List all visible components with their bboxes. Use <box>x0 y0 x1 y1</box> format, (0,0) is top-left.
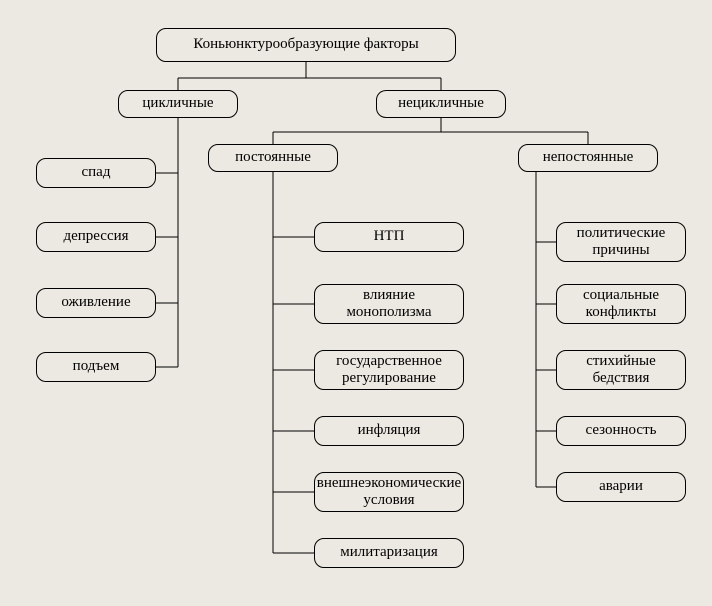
node-cyclic: цикличные <box>118 90 238 118</box>
node-ntp: НТП <box>314 222 464 252</box>
node-polit: политические причины <box>556 222 686 262</box>
node-ozhiv: оживление <box>36 288 156 318</box>
node-podem: подъем <box>36 352 156 382</box>
node-vnesh: внешнеэкономические условия <box>314 472 464 512</box>
node-milit: милитаризация <box>314 538 464 568</box>
node-noncyclic: нецикличные <box>376 90 506 118</box>
node-depr: депрессия <box>36 222 156 252</box>
node-root: Коньюнктурообразующие факторы <box>156 28 456 62</box>
node-nonperm: непостоянные <box>518 144 658 172</box>
node-gosreg: государственное регулирование <box>314 350 464 390</box>
node-sezon: сезонность <box>556 416 686 446</box>
node-monop: влияние монополизма <box>314 284 464 324</box>
node-soc: социальные конфликты <box>556 284 686 324</box>
node-perm: постоянные <box>208 144 338 172</box>
node-spad: спад <box>36 158 156 188</box>
node-avar: аварии <box>556 472 686 502</box>
node-stih: стихийные бедствия <box>556 350 686 390</box>
node-infl: инфляция <box>314 416 464 446</box>
